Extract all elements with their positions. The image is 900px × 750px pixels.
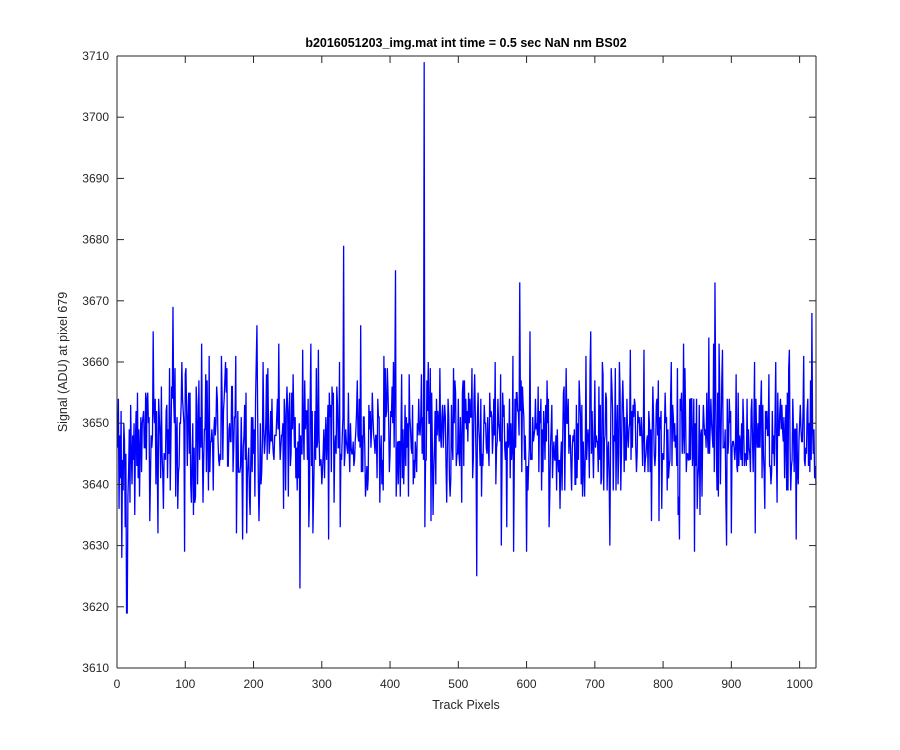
y-tick-label: 3650 — [82, 416, 109, 430]
x-axis-label: Track Pixels — [432, 698, 500, 712]
y-axis-ticks: 3610 3620 3630 3640 3650 3660 3670 3680 3690 3700… — [82, 49, 816, 675]
y-tick-label: 3700 — [82, 110, 109, 124]
y-tick-label: 3630 — [82, 539, 109, 553]
y-axis-label: Signal (ADU) at pixel 679 — [56, 292, 70, 432]
y-tick-label: 3680 — [82, 233, 109, 247]
y-tick-label: 3670 — [82, 294, 109, 308]
chart-title: b2016051203_img.mat int time = 0.5 sec N… — [305, 36, 626, 50]
series-layer — [117, 62, 817, 614]
x-tick-label: 0 — [114, 677, 121, 691]
y-tick-label: 3660 — [82, 355, 109, 369]
y-tick-label: 3610 — [82, 661, 109, 675]
x-tick-label: 100 — [175, 677, 195, 691]
x-tick-label: 200 — [244, 677, 264, 691]
y-tick-label: 3620 — [82, 600, 109, 614]
x-tick-label: 400 — [380, 677, 400, 691]
x-tick-label: 800 — [653, 677, 673, 691]
y-tick-label: 3640 — [82, 477, 109, 491]
y-tick-label: 3710 — [82, 49, 109, 63]
x-tick-label: 600 — [517, 677, 537, 691]
plot-area — [117, 56, 816, 668]
y-tick-label: 3690 — [82, 171, 109, 185]
x-axis-ticks: 0 100 200 300 400 500 600 700 800 900 1000 — [114, 56, 813, 691]
series-line — [117, 62, 817, 614]
x-tick-label: 500 — [448, 677, 468, 691]
x-tick-label: 900 — [721, 677, 741, 691]
x-tick-label: 700 — [585, 677, 605, 691]
x-tick-label: 1000 — [786, 677, 813, 691]
x-tick-label: 300 — [312, 677, 332, 691]
